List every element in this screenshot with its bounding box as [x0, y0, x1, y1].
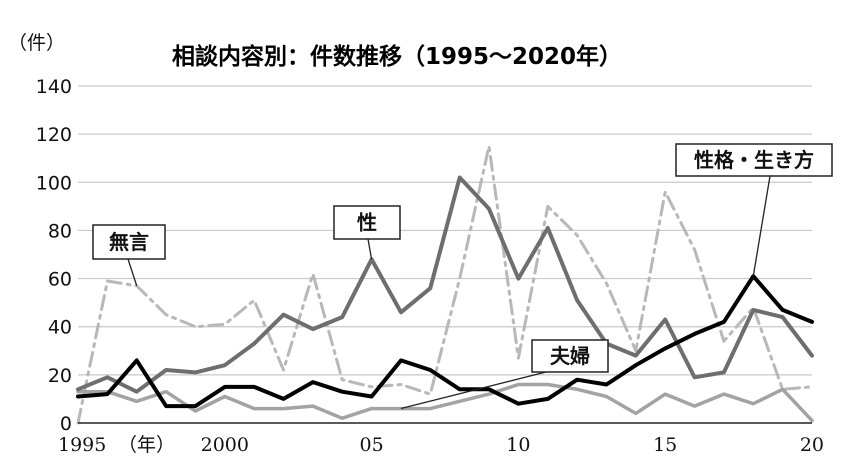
y-tick-label: 40 [48, 317, 72, 339]
x-tick-label: 1995 [58, 434, 106, 456]
y-tick-label: 120 [36, 124, 72, 146]
x-tick-label: 20 [800, 434, 824, 456]
series-label: 無言 [109, 230, 149, 254]
y-tick-label: 140 [36, 76, 72, 98]
x-tick-label: 10 [506, 434, 530, 456]
callout-leader [127, 258, 138, 286]
axes: 0 20 40 60 80 100 120 140 1995 （年） 2000 05 10 15 20 [36, 76, 824, 456]
callout-leader [752, 175, 771, 277]
y-tick-label: 20 [48, 365, 72, 387]
callout-box [333, 205, 401, 240]
callout-leader [367, 238, 373, 260]
series-lines [76, 144, 814, 425]
y-tick-label: 80 [48, 220, 72, 242]
callout-box [675, 143, 833, 177]
y-tick-label: 0 [60, 413, 72, 435]
y-tick-label: 60 [48, 269, 72, 291]
chart-title: 相談内容別：件数推移（1995〜2020年） [172, 43, 622, 70]
y-axis-unit: （件） [8, 32, 65, 54]
callout-leader [400, 371, 547, 410]
series-label: 夫婦 [550, 344, 590, 368]
x-tick-label: 15 [653, 434, 677, 456]
y-tick-label: 100 [36, 172, 72, 194]
x-tick-label: 05 [360, 434, 384, 456]
series-line [76, 144, 814, 425]
series-label: 性 [357, 211, 377, 235]
series-line [76, 382, 814, 423]
x-tick-label: 2000 [201, 434, 249, 456]
series-label: 性格・生き方 [694, 148, 814, 172]
series-line [76, 274, 814, 409]
callout-box [92, 224, 166, 260]
callout-box [531, 339, 609, 373]
series-line [76, 175, 814, 394]
x-axis-unit: （年） [118, 434, 175, 456]
